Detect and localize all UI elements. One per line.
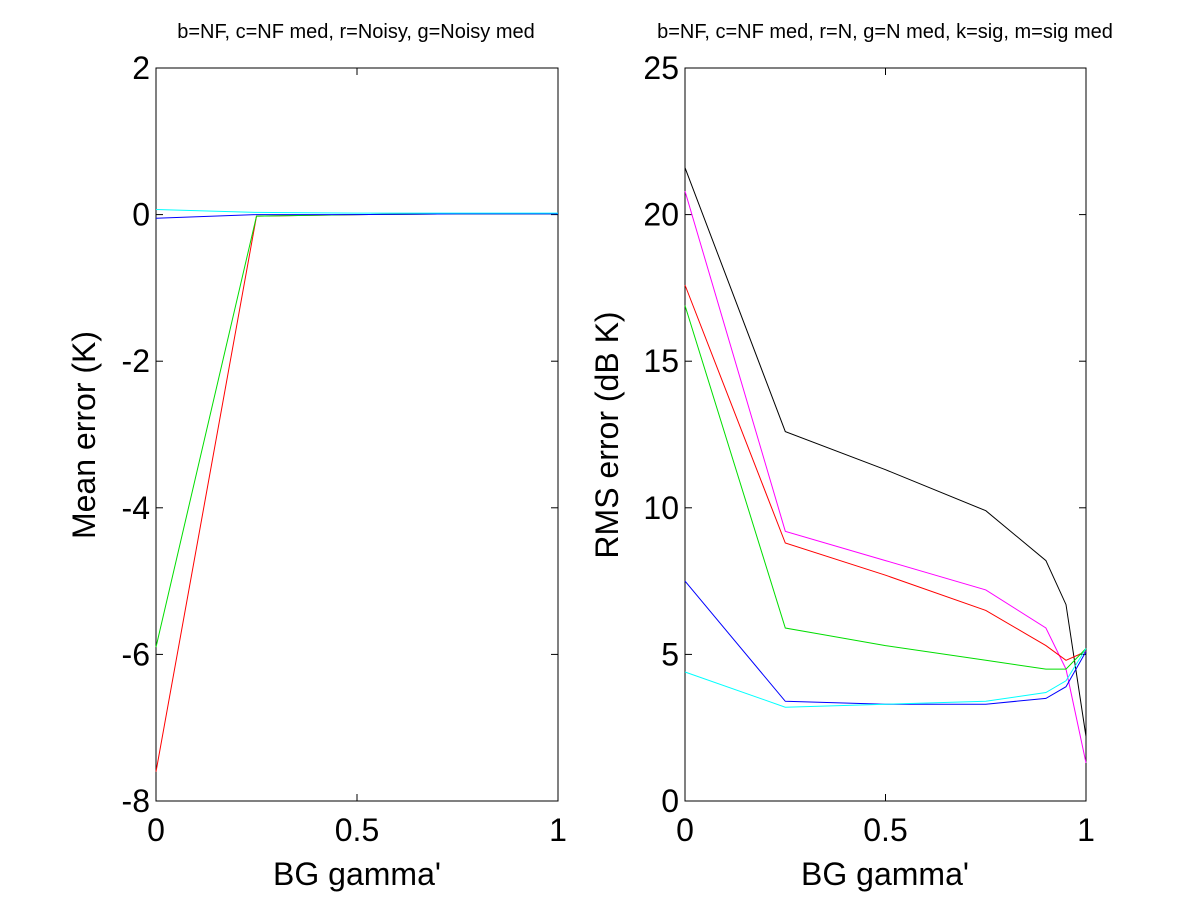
series-layer: [684, 167, 1087, 764]
x-axis-label: BG gamma': [273, 856, 441, 892]
y-tick-label: 10: [643, 490, 679, 526]
series-line: [155, 209, 558, 214]
series-line: [155, 213, 558, 219]
x-tick-label: 0.5: [335, 812, 379, 848]
y-tick-label: 2: [132, 50, 150, 86]
plot-area: [155, 67, 559, 802]
x-axis-label: BG gamma': [801, 856, 969, 892]
x-tick-label: 1: [1077, 812, 1095, 848]
y-axis-label: RMS error (dB K): [589, 311, 625, 558]
y-tick-label: -6: [122, 636, 150, 672]
y-tick-label: 20: [643, 197, 679, 233]
mean-error-panel: b=NF, c=NF med, r=Noisy, g=Noisy med 0 0.…: [66, 21, 567, 892]
series-line: [155, 213, 558, 772]
x-tick-label: 0: [676, 812, 694, 848]
series-line: [684, 284, 1087, 661]
chart-title: b=NF, c=NF med, r=N, g=N med, k=sig, m=s…: [657, 21, 1113, 43]
series-line: [684, 648, 1087, 708]
series-line: [684, 305, 1087, 670]
series-line: [684, 190, 1087, 764]
y-tick-label: 5: [661, 636, 679, 672]
series-line: [684, 580, 1087, 705]
y-tick-label: 0: [132, 197, 150, 233]
y-tick-label: -2: [122, 343, 150, 379]
x-tick-label: 0.5: [863, 812, 907, 848]
series-layer: [155, 209, 558, 772]
series-line: [155, 213, 558, 648]
y-axis-label: Mean error (K): [66, 331, 102, 539]
x-tick-label: 1: [549, 812, 567, 848]
y-tick-label: -4: [122, 490, 150, 526]
y-tick-label: 25: [643, 50, 679, 86]
series-line: [684, 167, 1087, 737]
ticks: 0 0.5 1 -8 -6 -4 -2 0 2: [122, 50, 567, 848]
x-tick-label: 0: [147, 812, 165, 848]
y-tick-label: 15: [643, 343, 679, 379]
y-tick-label: 0: [661, 783, 679, 819]
rms-error-panel: b=NF, c=NF med, r=N, g=N med, k=sig, m=s…: [589, 21, 1113, 892]
chart-title: b=NF, c=NF med, r=Noisy, g=Noisy med: [177, 21, 535, 43]
y-tick-label: -8: [122, 783, 150, 819]
plot-area: [684, 67, 1087, 802]
